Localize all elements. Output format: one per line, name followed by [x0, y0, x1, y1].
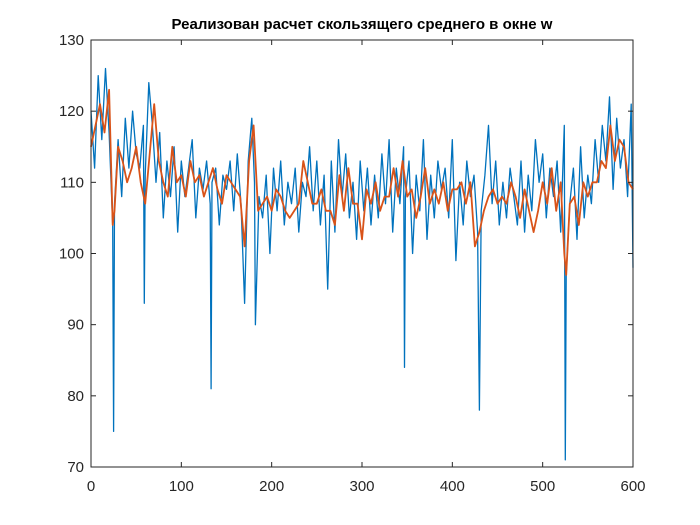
y-tick-label: 130 [59, 32, 84, 49]
y-tick-label: 70 [67, 459, 84, 476]
y-tick-label: 120 [59, 103, 84, 120]
y-tick-label: 90 [67, 317, 84, 334]
x-axis: 0 100 200 300 400 500 600 [87, 40, 646, 495]
chart-title: Реализован расчет скользящего среднего в… [172, 16, 553, 33]
y-tick-label: 110 [60, 174, 84, 191]
y-axis: 70 80 90 100 110 120 130 [59, 32, 633, 476]
y-tick-label: 100 [59, 246, 84, 263]
series-layer [90, 67, 634, 461]
x-tick-label: 100 [169, 478, 194, 495]
x-tick-label: 600 [620, 478, 645, 495]
x-tick-label: 500 [530, 478, 555, 495]
x-tick-label: 300 [349, 478, 374, 495]
series-line-1 [90, 67, 634, 461]
x-tick-label: 0 [87, 478, 95, 495]
series-line-2 [90, 88, 634, 276]
x-tick-label: 400 [440, 478, 465, 495]
y-tick-label: 80 [67, 388, 84, 405]
x-tick-label: 200 [259, 478, 284, 495]
